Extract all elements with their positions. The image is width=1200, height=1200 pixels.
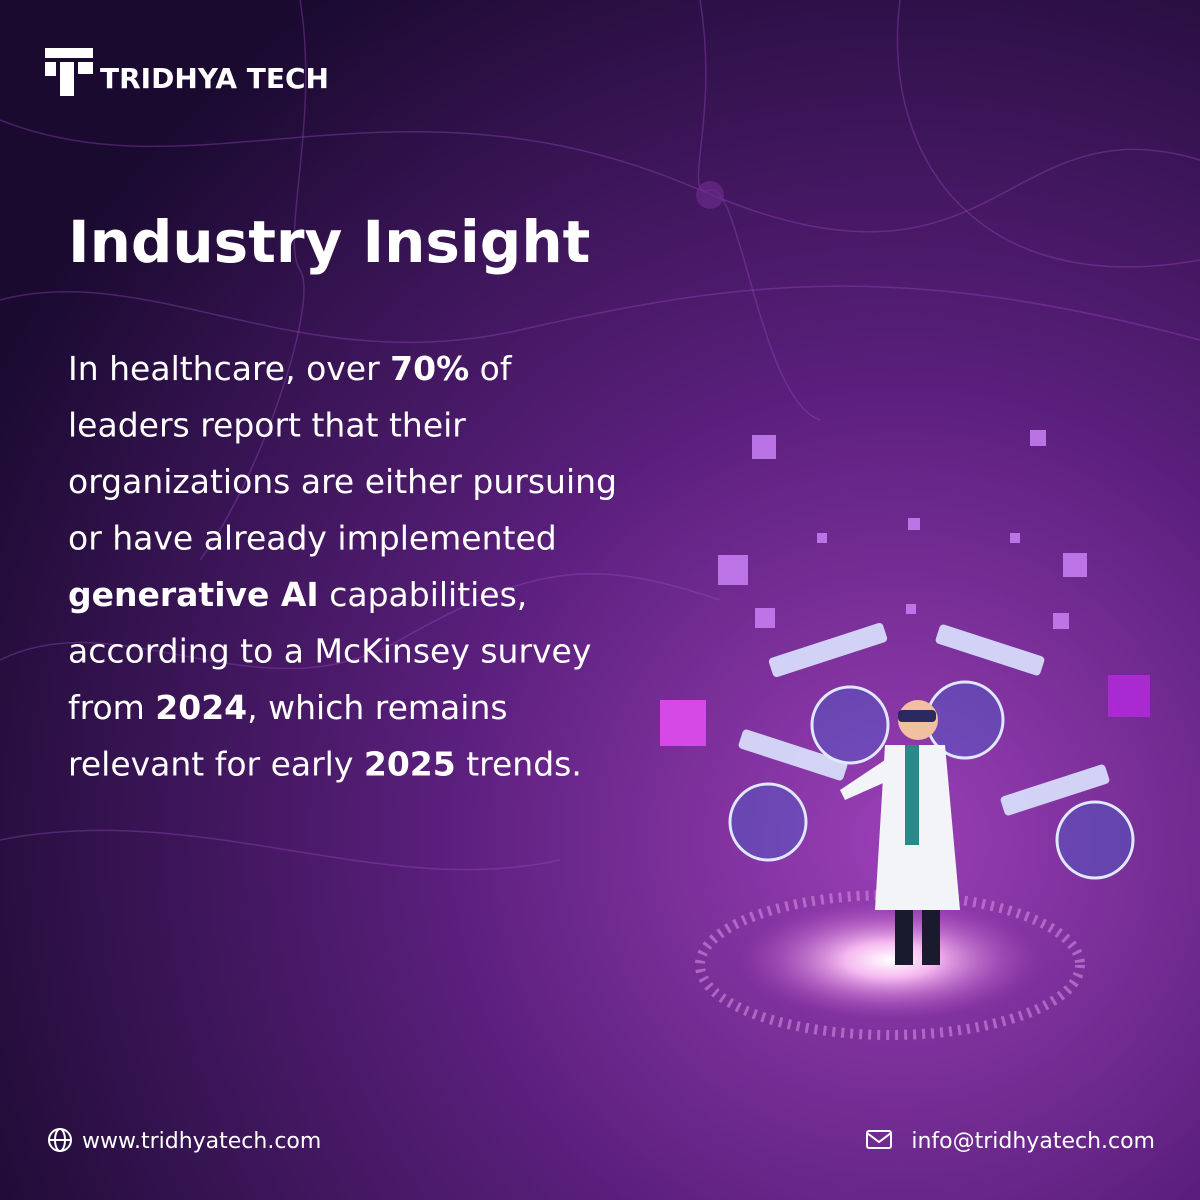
body-text-segment: capabilities, [319, 575, 528, 614]
body-text-segment: organizations are either pursuing [68, 462, 617, 501]
body-line: from 2024, which remains [68, 688, 508, 727]
body-line: relevant for early 2025 trends. [68, 745, 582, 784]
body-text-segment: from [68, 688, 155, 727]
neuron-lines [0, 0, 1200, 871]
doctor [840, 700, 960, 965]
body-text-segment: according to a McKinsey survey [68, 632, 591, 671]
body-text-segment: trends. [456, 745, 582, 784]
neuron-node [696, 181, 724, 209]
body-line: organizations are either pursuing [68, 462, 617, 501]
body-line: generative AI capabilities, [68, 575, 527, 614]
illustration [660, 430, 1150, 1040]
body-bold-text: generative AI [68, 575, 319, 614]
body-bold-text: 70% [390, 349, 469, 388]
title: Industry Insight [68, 208, 590, 276]
body-line: leaders report that their [68, 406, 466, 445]
mail-icon [866, 1130, 892, 1149]
logo-icon [45, 48, 93, 96]
body-text-segment: of [469, 349, 513, 388]
body-text-segment: or have already implemented [68, 519, 557, 558]
body-line: In healthcare, over 70% of [68, 349, 513, 388]
body-text-segment: , which remains [247, 688, 507, 727]
body-bold-text: 2024 [155, 688, 247, 727]
body-bold-text: 2025 [364, 745, 456, 784]
body-text-segment: leaders report that their [68, 406, 466, 445]
body-line: according to a McKinsey survey [68, 632, 591, 671]
brand-name: TRIDHYA TECH [100, 62, 329, 95]
body-text-segment: relevant for early [68, 745, 364, 784]
body-line: or have already implemented [68, 519, 557, 558]
globe-icon [48, 1128, 72, 1152]
email: info@tridhyatech.com [911, 1129, 1155, 1154]
body-text-segment: In healthcare, over [68, 349, 390, 388]
website: www.tridhyatech.com [82, 1129, 321, 1154]
